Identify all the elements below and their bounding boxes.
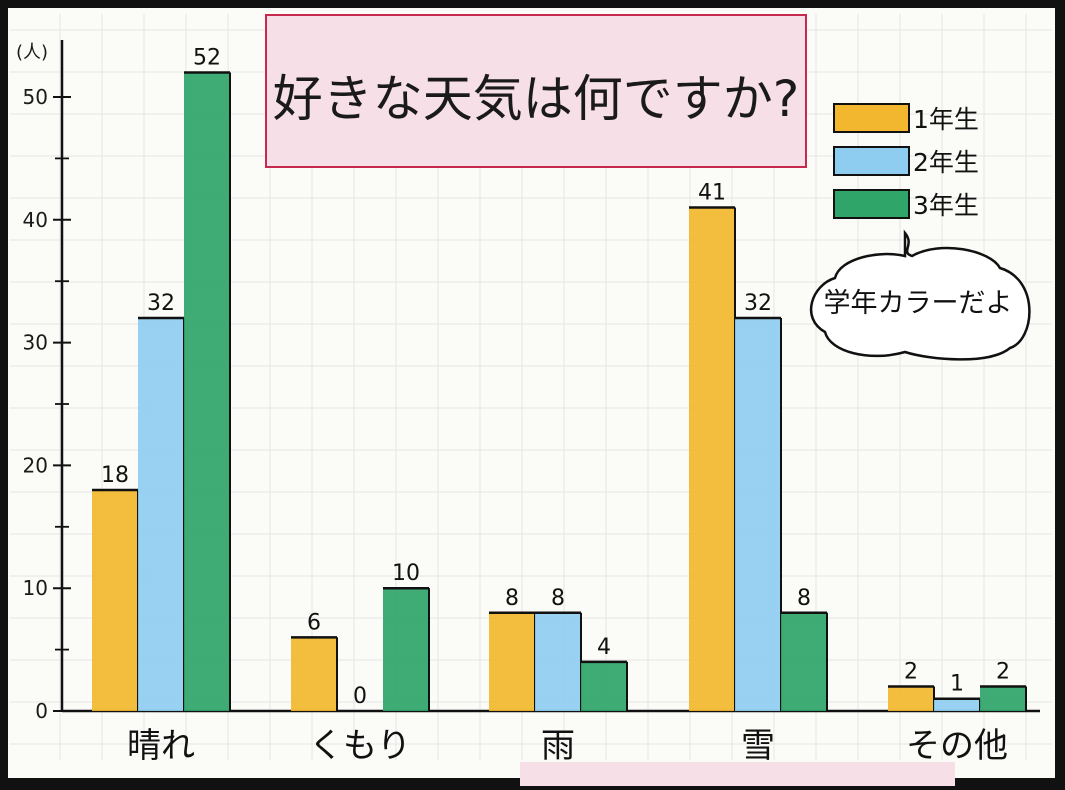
y-unit-label: (人) bbox=[16, 42, 48, 63]
bar-value-label: 32 bbox=[147, 291, 175, 316]
legend-swatch bbox=[833, 189, 910, 219]
bar bbox=[735, 318, 781, 711]
bar-value-label: 0 bbox=[353, 684, 367, 709]
bar-value-label: 10 bbox=[392, 561, 420, 586]
bar-value-label: 1 bbox=[950, 672, 964, 697]
legend-swatch bbox=[833, 103, 910, 133]
bar bbox=[138, 318, 184, 711]
bar-value-label: 2 bbox=[996, 659, 1010, 684]
bar-value-label: 2 bbox=[904, 659, 918, 684]
y-tick-label: 10 bbox=[23, 576, 48, 600]
bar bbox=[291, 637, 337, 711]
bar-group: 18 6 8 41 2 32 0 8 32 1 52 10 4 8 2 bbox=[92, 45, 1027, 711]
bar bbox=[383, 588, 429, 711]
y-tick-label: 50 bbox=[23, 85, 48, 109]
legend-label: 1年生 bbox=[913, 105, 979, 134]
bar bbox=[980, 686, 1026, 711]
legend-label: 2年生 bbox=[913, 148, 979, 177]
bar bbox=[489, 612, 535, 711]
legend: 1年生 2年生 3年生 bbox=[833, 103, 979, 220]
bar bbox=[781, 612, 827, 711]
y-tick-label: 0 bbox=[35, 699, 48, 723]
bar-value-label: 6 bbox=[307, 610, 321, 635]
bar bbox=[535, 612, 581, 711]
callout-text: 学年カラーだよ bbox=[824, 288, 1013, 319]
legend-swatch bbox=[833, 146, 910, 176]
bar-value-label: 52 bbox=[193, 45, 221, 70]
bar bbox=[934, 698, 980, 711]
bar bbox=[92, 489, 138, 711]
bar bbox=[581, 661, 627, 711]
bar-value-label: 8 bbox=[551, 586, 565, 611]
y-tick-label: 40 bbox=[23, 208, 48, 232]
x-category-label: くもり bbox=[309, 726, 411, 766]
y-tick-label: 30 bbox=[23, 331, 48, 355]
bar-value-label: 8 bbox=[505, 586, 519, 611]
bar bbox=[689, 207, 735, 711]
chart-title: 好きな天気は何ですか? bbox=[273, 70, 800, 128]
title-box bbox=[265, 14, 807, 168]
bottom-note-strip bbox=[520, 762, 955, 786]
x-category-label: 雪 bbox=[741, 726, 775, 766]
y-tick-label: 20 bbox=[23, 453, 48, 477]
x-category-label: 晴れ bbox=[127, 726, 195, 766]
x-category-label: その他 bbox=[906, 726, 1008, 766]
bar-value-label: 18 bbox=[101, 463, 129, 488]
bar-value-label: 41 bbox=[698, 181, 726, 206]
bar-value-label: 32 bbox=[744, 291, 772, 316]
bar-value-label: 8 bbox=[797, 586, 811, 611]
bar bbox=[888, 686, 934, 711]
bar bbox=[184, 72, 230, 711]
bar-value-label: 4 bbox=[597, 635, 611, 660]
legend-label: 3年生 bbox=[913, 191, 979, 220]
callout-bubble bbox=[809, 229, 1031, 361]
x-category-label: 雨 bbox=[541, 726, 575, 766]
